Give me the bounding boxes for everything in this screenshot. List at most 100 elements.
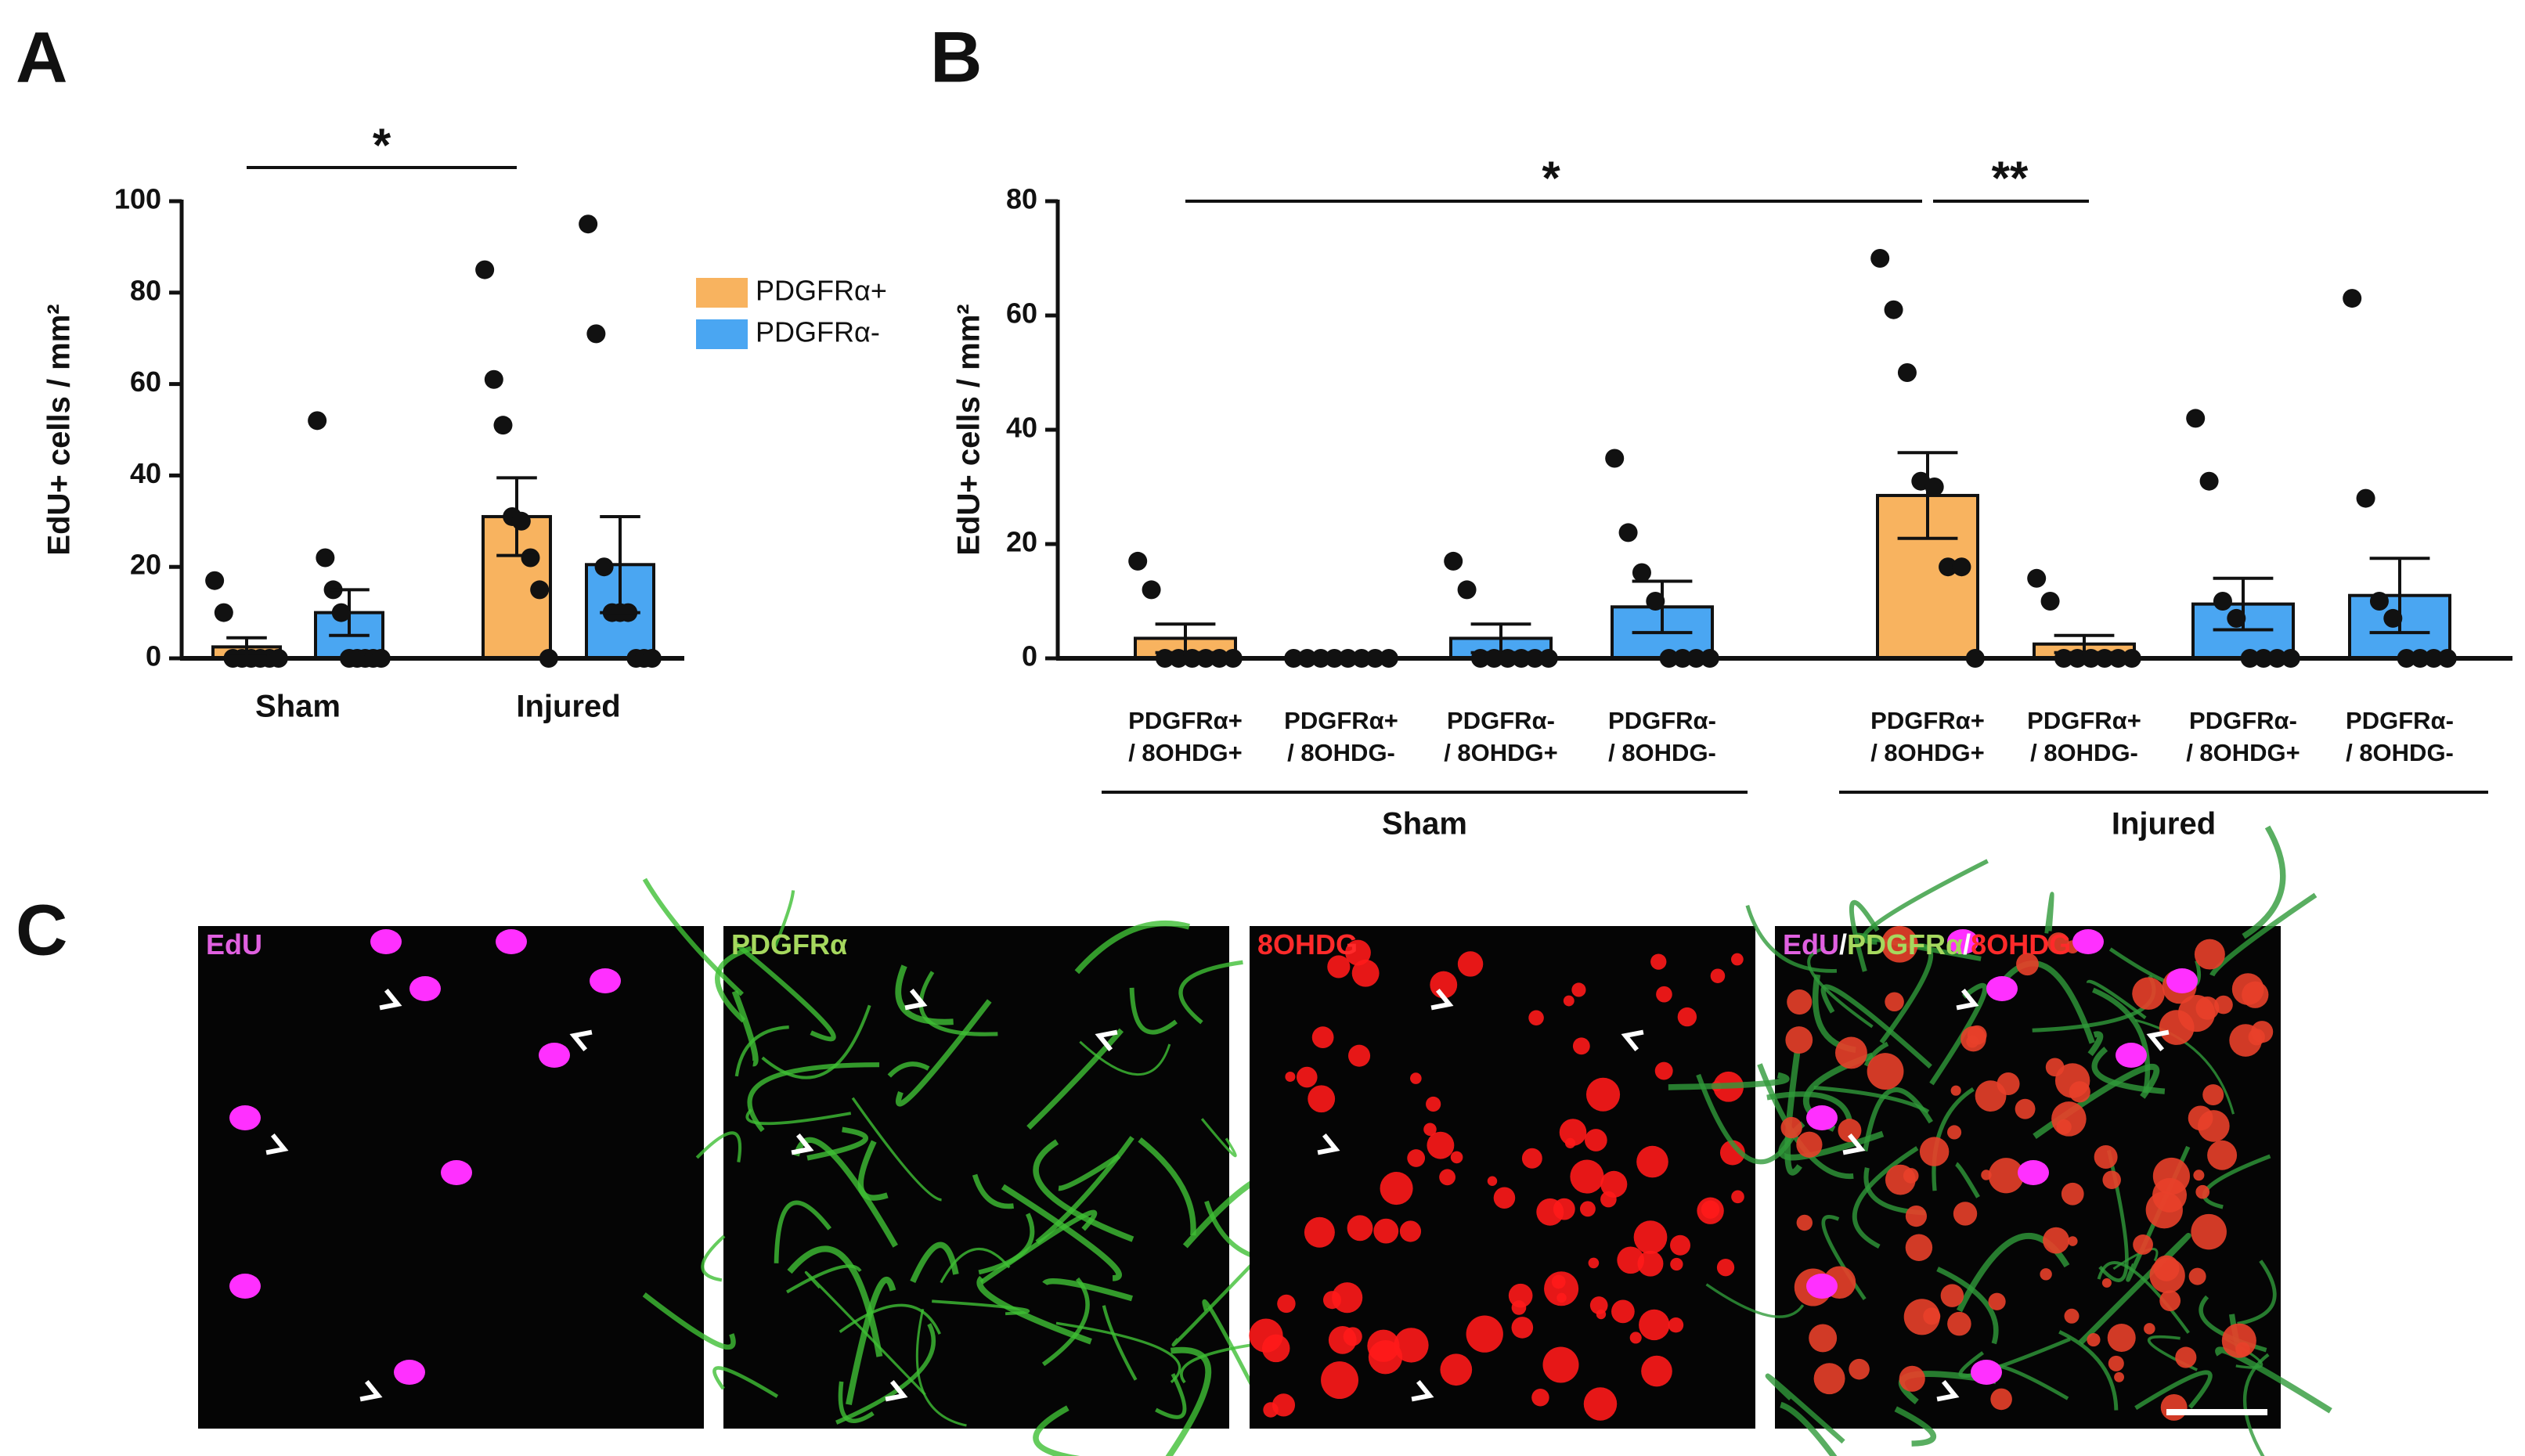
x-tick-label: Sham [255, 690, 341, 724]
red-blob [1551, 1274, 1566, 1289]
red-blob [1796, 1131, 1823, 1158]
nucleus [229, 1105, 261, 1130]
fiber [1042, 1278, 1133, 1302]
fiber [745, 1108, 852, 1126]
fiber [1178, 960, 1243, 1025]
image-label-part: PDGFRα [731, 928, 847, 960]
red-blob [2101, 1278, 2112, 1288]
fiber [1074, 920, 1190, 975]
red-blob [2194, 939, 2225, 970]
red-blob [2132, 977, 2165, 1010]
data-point [579, 214, 598, 234]
nucleus [1986, 976, 2018, 1001]
fiber [701, 1234, 726, 1282]
arrowhead [1317, 1133, 1340, 1155]
red-blob [1950, 1085, 1961, 1096]
red-blob [2102, 1170, 2121, 1189]
y-tick-label: 80 [130, 274, 161, 306]
error-bar [600, 514, 640, 614]
legend-swatch [696, 278, 748, 308]
x-tick-label: Injured [516, 690, 620, 724]
fiber [1820, 984, 1932, 1069]
significance-label: * [373, 119, 391, 171]
red-blob [1394, 1328, 1429, 1363]
x-tick-label: PDGFRα- [2346, 707, 2454, 734]
red-blob [1322, 1291, 1342, 1310]
red-blob [2047, 932, 2069, 954]
red-blob [1731, 1190, 1744, 1204]
fiber [887, 1061, 930, 1078]
fiber [1766, 1091, 1852, 1121]
red-blob [1940, 1284, 1964, 1307]
fiber [846, 1277, 896, 1405]
red-blob [1656, 986, 1672, 1003]
data-point [1618, 523, 1638, 542]
red-blob [2198, 1110, 2230, 1142]
image-label-part: PDGFRα [1847, 928, 1963, 960]
red-blob [1531, 1389, 1549, 1407]
panel-letter: C [16, 890, 67, 970]
x-tick-label: PDGFRα+ [1128, 707, 1243, 734]
red-blob [1975, 1080, 2007, 1112]
fiber [976, 1275, 1092, 1345]
red-blob [2159, 1290, 2181, 1312]
nucleus [590, 968, 621, 993]
fiber [2086, 979, 2147, 1020]
red-blob [1641, 1355, 1672, 1387]
red-blob [1450, 1151, 1463, 1164]
significance-label: ** [1992, 152, 2029, 204]
data-point [511, 511, 531, 531]
arrowhead [2146, 1029, 2170, 1052]
micrograph: 8OHDG [1249, 926, 1755, 1429]
red-blob [1919, 1137, 1950, 1166]
data-point [2369, 592, 2389, 611]
red-blob [1813, 1363, 1845, 1395]
red-blob [1905, 1206, 1928, 1227]
image-label-part: EdU [1783, 928, 1839, 960]
red-blob [2043, 1227, 2069, 1254]
fiber [715, 946, 752, 1023]
significance-label: * [1542, 152, 1560, 204]
red-blob [1905, 1234, 1933, 1261]
y-tick-label: 40 [1006, 412, 1037, 444]
image-label-part: / [1839, 928, 1847, 960]
red-blob [1327, 955, 1351, 978]
error-bar [1632, 579, 1693, 635]
red-blob [1716, 1259, 1735, 1277]
red-blob [2107, 1324, 2136, 1353]
red-blob [1899, 1365, 1925, 1392]
fiber [793, 1137, 898, 1248]
fiber [1879, 943, 1934, 1044]
image-label-part: 8OHDG [1257, 928, 1358, 960]
x-tick-label: PDGFRα+ [1870, 707, 1985, 734]
red-blob [2015, 1098, 2036, 1119]
red-blob [1809, 1324, 1838, 1353]
y-tick-label: 40 [130, 457, 161, 489]
fiber [2209, 892, 2318, 977]
red-blob [1457, 951, 1484, 977]
fiber [1204, 1200, 1255, 1259]
image-label: 8OHDG [1257, 928, 1358, 960]
arrowhead [1095, 1029, 1118, 1052]
data-point [1632, 563, 1651, 582]
red-blob [1947, 1125, 1962, 1140]
red-blob [1556, 1292, 1567, 1303]
red-blob [1345, 939, 1371, 966]
data-point [586, 324, 606, 344]
fiber [1138, 1137, 1196, 1236]
fiber [1780, 1401, 1838, 1456]
red-blob [1639, 1309, 1670, 1341]
red-blob [1272, 1393, 1296, 1417]
nucleus [2018, 1160, 2049, 1185]
red-blob [1589, 1296, 1608, 1314]
red-blob [1710, 968, 1726, 983]
y-tick-label: 0 [1022, 640, 1037, 672]
fiber [910, 1242, 959, 1284]
fiber [2237, 1260, 2277, 1326]
data-point [2186, 409, 2206, 428]
fiber [1849, 900, 1880, 972]
data-point [2199, 471, 2219, 491]
red-blob [1521, 1148, 1542, 1169]
error-bar [1470, 622, 1531, 654]
